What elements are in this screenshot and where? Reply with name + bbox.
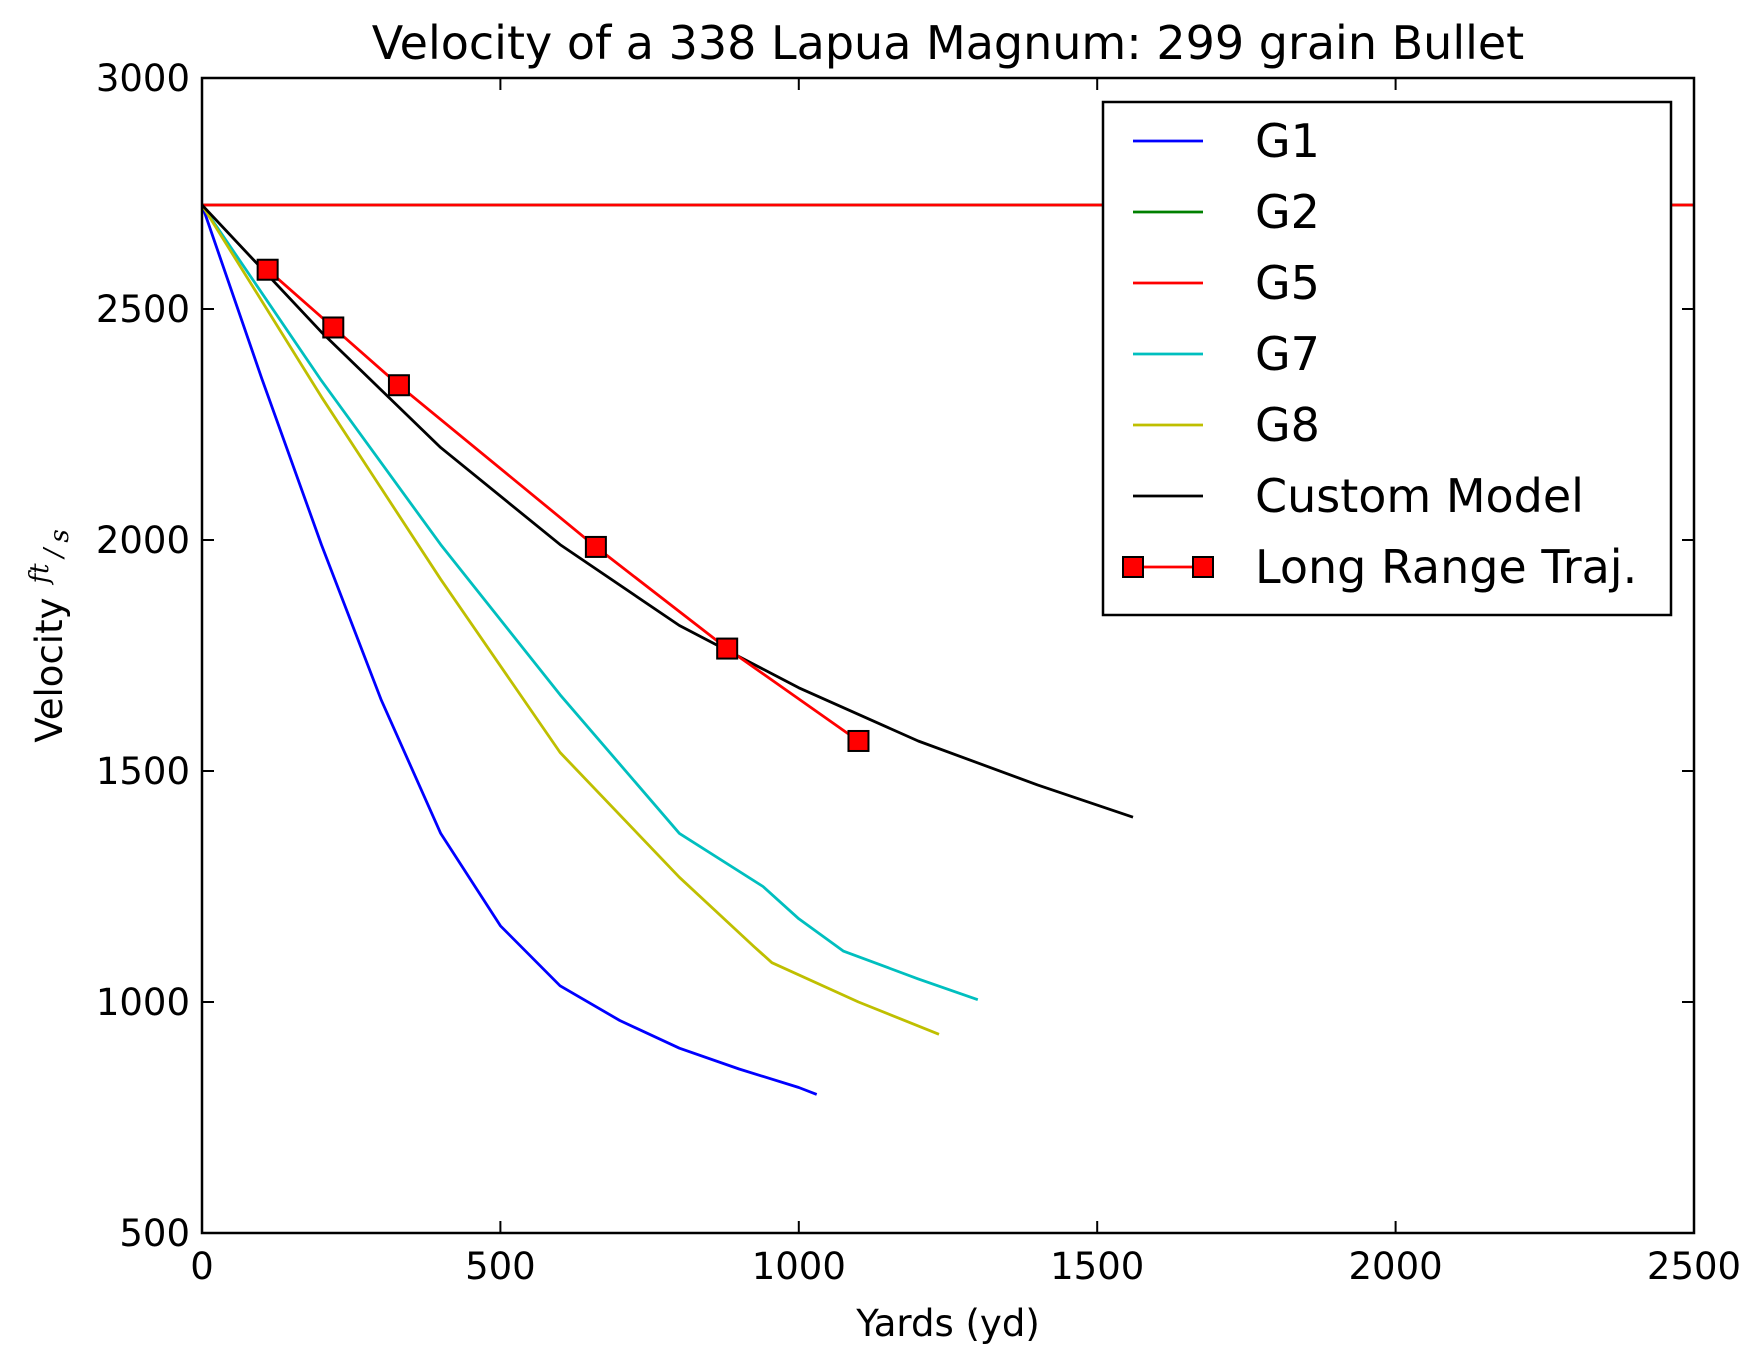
y-axis: 500 1000 1500 2000 2500 3000	[96, 57, 1694, 1255]
x-tick-label: 1000	[752, 1245, 846, 1288]
legend-label-g7: G7	[1255, 327, 1320, 381]
x-axis-label: Yards (yd)	[855, 1302, 1040, 1345]
series-line-g8	[202, 204, 940, 1036]
chart-title: Velocity of a 338 Lapua Magnum: 299 grai…	[372, 16, 1524, 70]
data-point-long-range-traj	[322, 316, 345, 339]
y-tick-label: 500	[119, 1212, 190, 1255]
data-point-long-range-traj	[847, 729, 870, 752]
series-line-g7	[202, 204, 979, 1002]
data-point-long-range-traj	[716, 637, 739, 660]
plot-frame	[200, 76, 1696, 1235]
plot-area	[202, 203, 1694, 1096]
legend-label-g1: G1	[1255, 114, 1320, 168]
y-tick-label: 2000	[96, 519, 190, 562]
data-point-long-range-traj	[256, 258, 279, 281]
series-line-long-range-traj	[266, 268, 860, 743]
y-tick-label: 1500	[96, 750, 190, 793]
legend: G1 G2 G5 G7 G8 Custom Model Long Range Traj.	[1101, 100, 1673, 617]
y-axis-label: Velocityft/s	[25, 529, 75, 742]
y-tick-label: 1000	[96, 981, 190, 1024]
x-tick-label: 1500	[1050, 1245, 1144, 1288]
x-tick-label: 0	[190, 1245, 214, 1288]
data-point-long-range-traj	[584, 535, 607, 558]
x-tick-label: 2000	[1349, 1245, 1443, 1288]
legend-marker	[1192, 556, 1214, 578]
legend-label-custom-model: Custom Model	[1255, 469, 1584, 523]
legend-label-g8: G8	[1255, 398, 1320, 452]
series-line-custom-model	[202, 204, 1134, 819]
x-tick-label: 2500	[1647, 1245, 1741, 1288]
series-line-g1	[202, 204, 818, 1096]
legend-label-g5: G5	[1255, 256, 1320, 310]
legend-marker	[1122, 556, 1144, 578]
legend-label-long-range-traj: Long Range Traj.	[1255, 540, 1637, 594]
data-point-long-range-traj	[387, 374, 410, 397]
legend-label-g2: G2	[1255, 185, 1320, 239]
y-tick-label: 3000	[96, 57, 190, 100]
x-axis: 0 500 1000 1500 2000 2500	[190, 78, 1741, 1288]
x-tick-label: 500	[465, 1245, 536, 1288]
y-tick-label: 2500	[96, 288, 190, 331]
y-axis-label-group: Velocityft/s	[25, 529, 75, 742]
legend-frame	[1101, 100, 1673, 617]
